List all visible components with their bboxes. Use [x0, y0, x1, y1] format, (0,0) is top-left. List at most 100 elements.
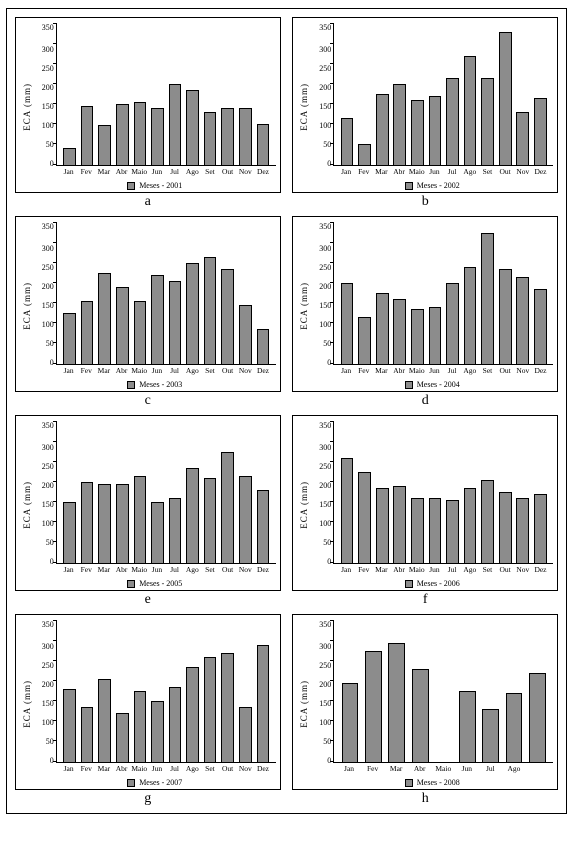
legend-swatch-icon [405, 182, 413, 190]
legend-label: Meses - 2001 [139, 181, 182, 190]
y-tick-mark [53, 421, 57, 422]
y-tick-mark [53, 43, 57, 44]
legend-swatch-icon [405, 779, 413, 787]
x-ticks: JanFevMarAbrMaioJunJulAgoSetOutNovDez [56, 564, 276, 574]
bar-slot [373, 422, 391, 563]
bar [516, 498, 529, 562]
bar [446, 78, 459, 164]
subplot-caption: g [144, 790, 151, 809]
bar [81, 301, 94, 363]
bar [516, 277, 529, 363]
y-axis-label: ECA (mm) [22, 481, 32, 529]
y-tick-label: 200 [42, 84, 54, 92]
bar-slot [532, 422, 550, 563]
x-tick-label: Dez [254, 168, 272, 176]
bar-slot [201, 621, 219, 762]
x-ticks: JanFevMarAbrMaioJunJulAgoSetOutNovDez [333, 564, 553, 574]
x-tick-label: Ago [461, 367, 479, 375]
y-tick-mark [330, 43, 334, 44]
bar [464, 488, 477, 562]
subplot-caption: f [423, 591, 428, 610]
bar-slot [61, 24, 79, 165]
y-tick-label: 250 [319, 65, 331, 73]
bar-slot [409, 621, 432, 762]
legend-label: Meses - 2004 [417, 380, 460, 389]
x-tick-label: Ago [183, 367, 201, 375]
bar-slot [461, 24, 479, 165]
chart-panel: ECA (mm)350300250200150100500JanFevMarAb… [15, 614, 281, 790]
bar [134, 102, 147, 164]
plot-area [333, 621, 553, 763]
bar-slot [514, 24, 532, 165]
bar [169, 687, 182, 761]
y-tick-mark [53, 363, 57, 364]
legend-swatch-icon [127, 779, 135, 787]
y-tick-mark [330, 501, 334, 502]
y-tick-mark [53, 620, 57, 621]
x-tick-label: Fev [77, 566, 95, 574]
x-tick-label: Maio [408, 367, 426, 375]
x-ticks: JanFevMarAbrMaioJunJulAgoSetOutNovDez [56, 763, 276, 773]
y-tick-mark [330, 620, 334, 621]
legend-label: Meses - 2002 [417, 181, 460, 190]
bar [169, 498, 182, 562]
bar-slot [338, 24, 356, 165]
y-tick-mark [330, 262, 334, 263]
chart-cell-h: ECA (mm)350300250200150100500JanFevMarAb… [291, 614, 561, 809]
x-tick-label: Jul [166, 765, 184, 773]
bar-slot [113, 24, 131, 165]
x-tick-label: Mar [373, 168, 391, 176]
bar [499, 32, 512, 164]
subplot-caption: b [422, 193, 429, 212]
bar [446, 500, 459, 562]
x-tick-label: Mar [95, 566, 113, 574]
y-tick-mark [53, 123, 57, 124]
bar [204, 112, 217, 164]
bar [342, 683, 359, 761]
subplot-caption: a [145, 193, 151, 212]
x-tick-label: Ago [502, 765, 526, 773]
bar [63, 502, 76, 562]
x-tick-label: Abr [408, 765, 432, 773]
y-tick-label: 200 [42, 283, 54, 291]
x-tick-label: Out [496, 168, 514, 176]
bar-slot [61, 422, 79, 563]
bar [341, 283, 354, 363]
y-tick-label: 350 [42, 223, 54, 231]
bar [482, 709, 499, 761]
y-tick-mark [330, 302, 334, 303]
y-tick-mark [330, 740, 334, 741]
y-tick-mark [53, 302, 57, 303]
bar [446, 283, 459, 363]
y-tick-mark [330, 700, 334, 701]
chart-panel: ECA (mm)350300250200150100500JanFevMarAb… [292, 216, 558, 392]
y-tick-label: 300 [319, 245, 331, 253]
chart-panel: ECA (mm)350300250200150100500JanFevMarAb… [292, 614, 558, 790]
bar-slot [254, 422, 272, 563]
y-tick-mark [53, 521, 57, 522]
plot-area [56, 621, 276, 763]
bar [98, 679, 111, 761]
y-tick-label: 300 [319, 643, 331, 651]
y-tick-label: 150 [319, 700, 331, 708]
x-tick-label: Set [479, 566, 497, 574]
bar [221, 653, 234, 761]
y-tick-mark [53, 164, 57, 165]
y-tick-mark [53, 700, 57, 701]
x-tick-label: Maio [130, 168, 148, 176]
bar [411, 100, 424, 164]
chart-cell-e: ECA (mm)350300250200150100500JanFevMarAb… [13, 415, 283, 610]
x-tick-label: Dez [532, 367, 550, 375]
bar [499, 492, 512, 562]
y-tick-label: 150 [42, 700, 54, 708]
plot-area [333, 223, 553, 365]
y-tick-mark [330, 441, 334, 442]
bar [204, 657, 217, 761]
bar [534, 494, 547, 562]
legend-swatch-icon [127, 580, 135, 588]
x-tick-label: Out [219, 566, 237, 574]
bar-slot [96, 24, 114, 165]
x-tick-label: Ago [183, 168, 201, 176]
bar-slot [426, 24, 444, 165]
x-tick-label: Out [219, 765, 237, 773]
